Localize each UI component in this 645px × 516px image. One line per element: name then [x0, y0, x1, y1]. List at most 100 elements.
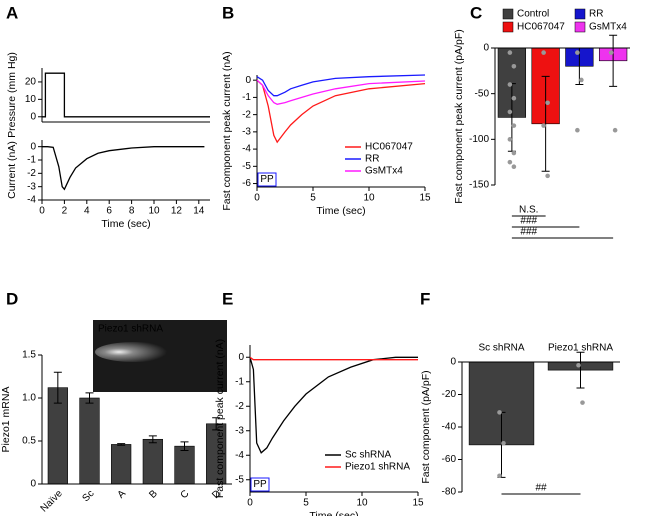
legend-label: Piezo1 shRNA	[345, 462, 410, 473]
stimulus-label: PP	[253, 479, 267, 490]
x-tick-label: 5	[310, 193, 316, 204]
panel-label: E	[222, 289, 233, 308]
y-tick-label: -3	[235, 425, 244, 436]
panel-label: C	[470, 3, 482, 22]
legend-label: Sc shRNA	[345, 450, 391, 461]
data-point	[497, 410, 502, 415]
bar	[174, 445, 195, 485]
x-axis-label: Time (sec)	[316, 205, 365, 217]
trace	[42, 72, 210, 118]
y-tick-label: 0	[238, 352, 244, 363]
data-point	[507, 109, 513, 115]
bar	[142, 438, 163, 485]
y-axis-label: Fast component peak current (nA)	[221, 51, 233, 210]
data-point	[579, 77, 584, 83]
y-tick-label: -1	[27, 155, 36, 166]
error-bar	[117, 443, 126, 446]
y-tick-label: -50	[475, 88, 490, 99]
data-point	[511, 95, 517, 101]
stimulus-label: PP	[260, 174, 274, 185]
trace	[249, 356, 418, 361]
x-tick-label: 2	[62, 206, 68, 217]
data-point	[612, 127, 618, 133]
y-tick-label: -4	[242, 144, 251, 155]
trace	[256, 79, 426, 105]
x-tick-label: 14	[193, 206, 205, 217]
y-tick-label: 20	[25, 77, 37, 88]
y-axis-label: Fast component peak current (nA)	[214, 339, 226, 498]
data-point	[575, 127, 580, 133]
error-bar	[609, 34, 618, 87]
trace	[249, 356, 418, 454]
y-tick-label: 0	[483, 43, 489, 54]
error-bar	[53, 371, 62, 404]
bar	[79, 397, 100, 485]
y-tick-label: -5	[242, 161, 251, 172]
x-tick-label: 12	[171, 206, 183, 217]
data-point	[608, 50, 614, 55]
x-axis-label: Time (sec)	[101, 218, 150, 230]
x-tick-label: 10	[356, 498, 368, 509]
significance: N.S.	[519, 205, 538, 216]
y-axis-label: Pressure (mm Hg)	[6, 52, 18, 138]
y-tick-label: 0	[245, 75, 251, 86]
y-tick-label: 0.5	[22, 436, 36, 447]
legend-swatch	[574, 8, 586, 20]
y-tick-label: 0	[30, 141, 36, 152]
x-tick-label: 0	[254, 193, 260, 204]
y-tick-label: -4	[235, 450, 244, 461]
x-tick-label: Sc shRNA	[478, 343, 524, 354]
trace	[42, 146, 205, 191]
error-bar	[148, 435, 157, 444]
x-tick-label: 15	[419, 193, 431, 204]
trace	[256, 74, 426, 97]
y-tick-label: 0	[30, 111, 36, 122]
y-tick-label: -1	[235, 376, 244, 387]
data-point	[507, 159, 513, 165]
panel-label: B	[222, 3, 234, 22]
legend-label: HC067047	[517, 22, 565, 33]
y-tick-label: -2	[235, 401, 244, 412]
data-point	[580, 400, 585, 405]
legend-label: RR	[589, 9, 603, 20]
y-tick-label: 0	[30, 479, 36, 490]
x-tick-label: B	[147, 488, 160, 501]
data-point	[511, 63, 517, 69]
y-axis-label: Piezo1 mRNA	[0, 387, 12, 453]
trace	[256, 79, 426, 144]
x-tick-label: 4	[84, 206, 90, 217]
legend-label: GsMTx4	[365, 166, 403, 177]
y-tick-label: -40	[442, 422, 457, 433]
data-point	[575, 50, 580, 55]
x-tick-label: 8	[129, 206, 135, 217]
y-tick-label: -1	[242, 92, 251, 103]
x-tick-label: 15	[412, 498, 424, 509]
legend-label: RR	[365, 154, 379, 165]
error-bar	[212, 417, 221, 431]
significance: ###	[520, 227, 537, 238]
y-tick-label: -3	[242, 127, 251, 138]
y-axis-label: Current (nA)	[6, 141, 18, 199]
y-tick-label: 1.5	[22, 350, 36, 361]
legend-swatch	[574, 21, 586, 33]
legend-label: HC067047	[365, 142, 413, 153]
x-tick-label: 0	[39, 206, 45, 217]
bar	[111, 444, 132, 485]
data-point	[511, 164, 517, 170]
legend-swatch	[502, 8, 514, 20]
y-tick-label: -6	[242, 178, 251, 189]
y-tick-label: -20	[442, 389, 457, 400]
data-point	[541, 50, 546, 55]
y-axis-label: Fast component (pA/pF)	[420, 370, 432, 483]
x-tick-label: A	[116, 488, 129, 501]
error-bar	[576, 351, 585, 389]
significance: ###	[520, 216, 537, 227]
x-tick-label: 5	[303, 498, 309, 509]
panel-label: A	[6, 3, 18, 22]
x-tick-label: 6	[106, 206, 112, 217]
data-point	[545, 100, 550, 106]
significance: ##	[535, 483, 547, 494]
y-tick-label: 10	[25, 94, 37, 105]
legend-swatch	[502, 21, 514, 33]
